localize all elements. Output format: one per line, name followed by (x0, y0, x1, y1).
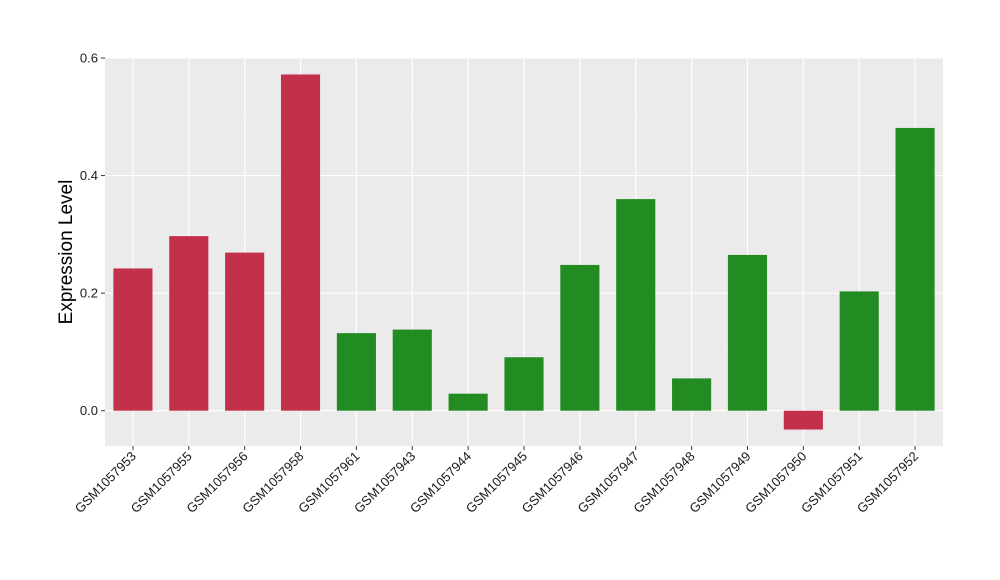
bar-GSM1057961 (336, 333, 376, 411)
bar-GSM1057945 (504, 357, 544, 411)
y-tick-label: 0.4 (80, 168, 98, 183)
bar-GSM1057944 (448, 393, 488, 411)
bar-GSM1057958 (280, 74, 321, 411)
y-axis: 0.0 0.2 0.4 0.6 (80, 51, 105, 418)
y-tick-label: 0.2 (80, 286, 98, 301)
bar-GSM1057951 (839, 291, 879, 411)
bar-GSM1057943 (392, 329, 432, 411)
bar-GSM1057955 (169, 236, 209, 411)
bar-GSM1057952 (895, 127, 935, 411)
bars (113, 74, 935, 430)
bar-GSM1057948 (672, 378, 712, 411)
bar-GSM1057946 (560, 264, 600, 411)
bar-GSM1057950 (783, 410, 823, 430)
bar-GSM1057956 (225, 252, 265, 411)
bar-GSM1057953 (113, 268, 153, 411)
y-tick-label: 0.0 (80, 403, 98, 418)
bar-GSM1057949 (727, 254, 768, 411)
y-tick-label: 0.6 (80, 51, 98, 66)
x-axis: GSM1057953GSM1057955GSM1057956GSM1057958… (72, 446, 921, 516)
y-axis-title: Expression Level (56, 180, 77, 325)
bar-GSM1057947 (616, 199, 656, 411)
